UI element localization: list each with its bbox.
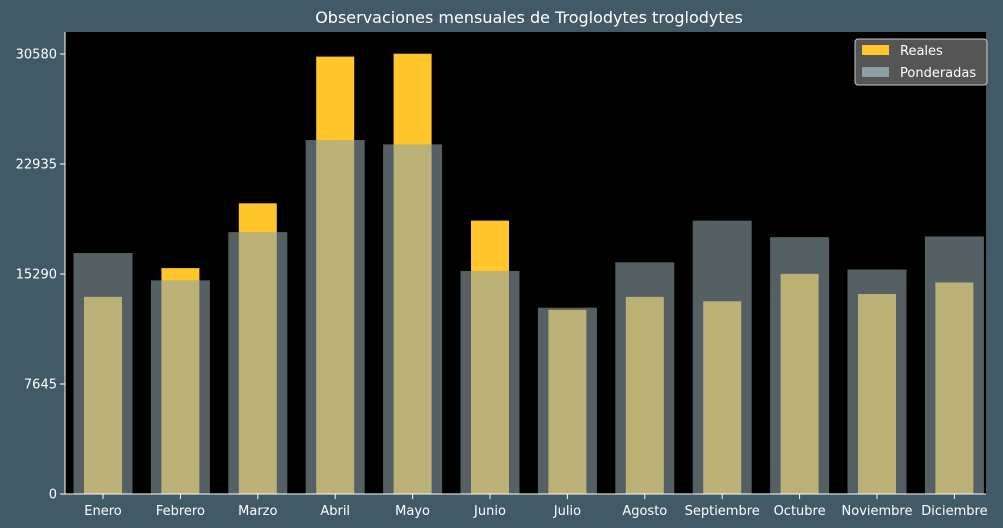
y-tick-label: 0 [49, 488, 57, 503]
bar-ponderadas-junio [460, 270, 520, 494]
y-tick-label: 15290 [16, 268, 57, 283]
bar-ponderadas-marzo [228, 232, 288, 494]
x-tick-label-julio: Julio [553, 504, 581, 519]
x-tick-label-septiembre: Septiembre [685, 504, 760, 519]
bar-ponderadas-abril [305, 140, 365, 495]
x-tick-label-marzo: Marzo [238, 504, 277, 519]
bar-ponderadas-septiembre [692, 220, 752, 494]
chart-title: Observaciones mensuales de Troglodytes t… [315, 8, 743, 27]
x-tick-label-abril: Abril [320, 504, 350, 519]
bar-ponderadas-julio [537, 307, 597, 494]
x-tick-label-agosto: Agosto [622, 504, 667, 519]
x-axis: Enero Febrero Marzo Abril Mayo Junio Julio Agos… [65, 493, 988, 519]
legend-label-reales: Reales [900, 44, 943, 59]
y-tick-label: 22935 [16, 158, 57, 173]
x-tick-label-octubre: Octubre [774, 504, 826, 519]
plot-area [65, 32, 986, 494]
x-tick-label-febrero: Febrero [156, 504, 205, 519]
y-axis: 0 7645 15290 22935 30580 [16, 32, 66, 503]
bar-ponderadas-diciembre [924, 236, 984, 494]
legend: Reales Ponderadas [854, 38, 988, 86]
x-tick-label-diciembre: Diciembre [921, 504, 987, 519]
bar-ponderadas-noviembre [847, 269, 907, 494]
x-tick-label-mayo: Mayo [395, 504, 430, 519]
y-tick-label: 7645 [24, 378, 57, 393]
x-tick-label-enero: Enero [84, 504, 122, 519]
legend-swatch-ponderadas [862, 67, 889, 77]
bars-layer [73, 53, 984, 495]
x-tick-label-noviembre: Noviembre [842, 504, 913, 519]
x-tick-label-junio: Junio [473, 504, 506, 519]
legend-label-ponderadas: Ponderadas [900, 66, 976, 81]
bar-ponderadas-enero [73, 252, 133, 494]
bar-ponderadas-octubre [770, 237, 830, 494]
y-tick-label: 30580 [16, 48, 57, 63]
bar-ponderadas-agosto [615, 262, 675, 494]
legend-swatch-reales [862, 45, 889, 55]
bar-ponderadas-mayo [383, 144, 443, 494]
bar-ponderadas-febrero [150, 280, 210, 494]
